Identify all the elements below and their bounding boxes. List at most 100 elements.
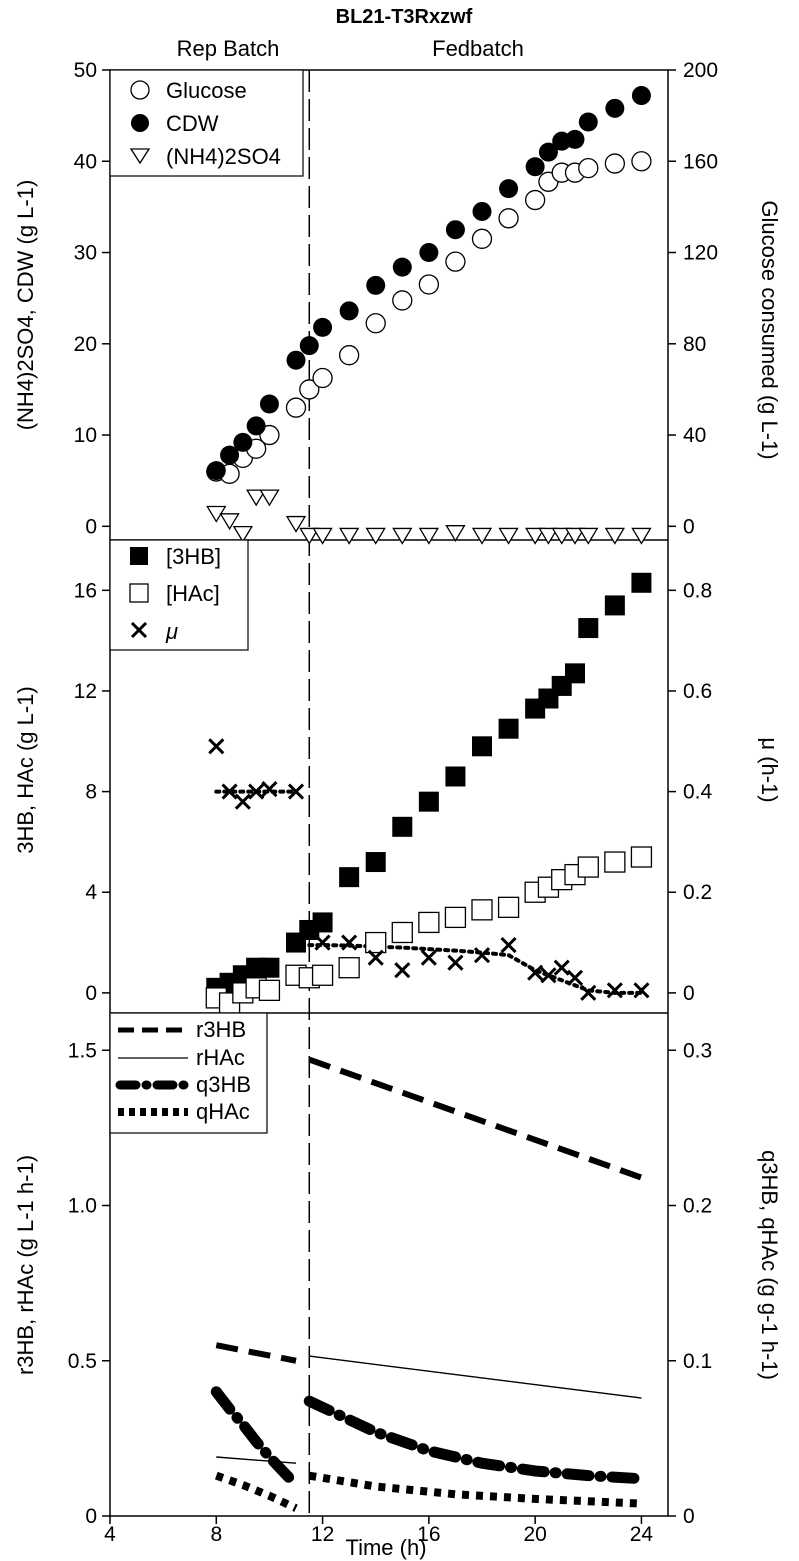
bottom-right-axis-label: q3HB, qHAc (g g-1 h-1) <box>757 1150 782 1380</box>
point-mu <box>314 934 331 951</box>
point-hac <box>577 856 599 878</box>
point-nh4-2so4 <box>578 527 599 545</box>
point-cdw <box>392 257 412 277</box>
legend-hac-marker <box>129 583 149 603</box>
series-q3hb-line-segment-2 <box>303 1395 647 1485</box>
point-mu <box>566 969 584 986</box>
point-cdw <box>445 220 465 240</box>
legend-bottom: r3HB rHAc q3HB qHAc <box>109 1012 268 1134</box>
middle-right-tick-label: 0.8 <box>683 579 712 602</box>
series-rhac-line-segment-2 <box>309 1355 642 1399</box>
legend-top: Glucose CDW (NH4)2SO4 <box>109 69 304 177</box>
point-mu <box>527 964 544 981</box>
top-left-axis-label: (NH4)2SO4, CDW (g L-1) <box>13 180 38 431</box>
point-nh4-2so4 <box>392 527 413 545</box>
point-hac <box>418 911 440 934</box>
point-mu <box>633 982 650 999</box>
point-cdw <box>419 243 439 263</box>
legend-cdw-label: CDW <box>166 111 219 136</box>
point-3hb <box>578 618 599 639</box>
point-glucose <box>471 228 493 249</box>
top-panel-series <box>206 86 652 545</box>
top-left-tick-label: 40 <box>74 150 97 173</box>
plot-frame <box>109 69 669 1517</box>
point-cdw <box>525 157 545 177</box>
top-left-tick-label: 30 <box>74 242 97 265</box>
top-right-tick-label: 160 <box>683 150 718 173</box>
top-left-tick-label: 0 <box>85 515 97 538</box>
series-q3hb-line-segment-1 <box>210 1386 302 1491</box>
point-mu <box>580 984 597 1001</box>
point-nh4-2so4 <box>338 527 360 545</box>
x-tick-label: 12 <box>311 1523 334 1546</box>
middle-right-axis-label-text: μ (h-1) <box>757 737 782 802</box>
series-r3hb-line-segment-1 <box>215 1342 297 1364</box>
point-cdw <box>220 445 240 465</box>
point-cdw <box>233 432 253 452</box>
phase-label-rep-batch: Rep Batch <box>177 36 280 61</box>
x-tick-label: 20 <box>523 1523 546 1546</box>
point-cdw <box>631 86 651 106</box>
point-glucose <box>445 251 466 272</box>
top-right-tick-label: 40 <box>683 424 706 447</box>
x-tick-label: 24 <box>630 1523 654 1546</box>
point-3hb <box>604 595 625 616</box>
middle-right-axis-label: μ (h-1) <box>757 737 782 802</box>
point-mu <box>447 954 464 971</box>
legend-qhac-label: qHAc <box>196 1099 250 1124</box>
point-mu <box>287 783 305 800</box>
legend-bottom-box <box>109 1012 268 1134</box>
point-nh4-2so4 <box>445 525 466 542</box>
point-nh4-2so4 <box>604 527 626 545</box>
middle-right-tick-label: 0.4 <box>683 781 713 804</box>
x-axis: 4 8 12 16 20 24 <box>104 1516 653 1546</box>
bottom-right-tick-label: 0.3 <box>683 1039 712 1062</box>
point-hac <box>391 921 413 944</box>
point-mu <box>394 962 411 979</box>
point-cdw <box>246 416 266 436</box>
point-glucose <box>604 153 626 174</box>
point-cdw <box>286 350 306 370</box>
middle-left-tick-label: 0 <box>85 982 97 1005</box>
point-nh4-2so4 <box>285 515 307 533</box>
series-qhac-line-segment-2 <box>308 1471 642 1508</box>
point-3hb <box>365 852 386 873</box>
point-glucose <box>578 157 599 179</box>
x-tick-label: 4 <box>104 1523 116 1546</box>
legend-mu-label: μ <box>165 619 178 644</box>
point-glucose <box>312 367 333 389</box>
legend-nh4so4-label: (NH4)2SO4 <box>166 144 281 169</box>
point-cdw <box>538 142 558 162</box>
point-hac <box>444 906 467 929</box>
point-nh4-2so4 <box>524 527 546 545</box>
point-hac <box>497 896 520 918</box>
legend-hac-label: [HAc] <box>166 581 220 606</box>
point-nh4-2so4 <box>418 527 440 545</box>
top-right-axis-label: Glucose consumed (g L-1) <box>757 200 782 459</box>
point-cdw <box>499 179 519 199</box>
point-mu <box>606 982 623 999</box>
point-mu <box>473 947 491 964</box>
point-hac <box>471 899 493 921</box>
legend-r3hb-label: r3HB <box>196 1017 246 1042</box>
series-qhac-line-segment-1 <box>214 1471 298 1512</box>
point-cdw <box>578 112 598 132</box>
point-cdw <box>472 201 492 221</box>
series-rhac-line-segment-1 <box>216 1456 297 1464</box>
point-glucose <box>365 313 386 334</box>
bottom-right-axis-label-text: q3HB, qHAc (g g-1 h-1) <box>757 1150 782 1380</box>
point-glucose <box>299 379 320 400</box>
point-mu <box>420 949 437 966</box>
top-left-axis-label-text: (NH4)2SO4, CDW (g L-1) <box>13 180 38 431</box>
middle-left-tick-label: 4 <box>85 881 97 904</box>
bottom-right-tick-label: 0 <box>683 1505 695 1528</box>
point-glucose <box>418 274 440 295</box>
point-glucose <box>259 424 280 446</box>
bottom-panel-axes: 0 0.5 1.0 1.5 0 0.1 0.2 0.3 <box>68 1039 712 1528</box>
point-hac <box>311 964 334 986</box>
point-3hb <box>472 736 492 757</box>
point-3hb <box>631 572 652 593</box>
middle-left-axis-label-text: 3HB, HAc (g L-1) <box>13 686 38 854</box>
top-left-tick-label: 20 <box>74 333 97 356</box>
point-mu <box>367 949 384 966</box>
